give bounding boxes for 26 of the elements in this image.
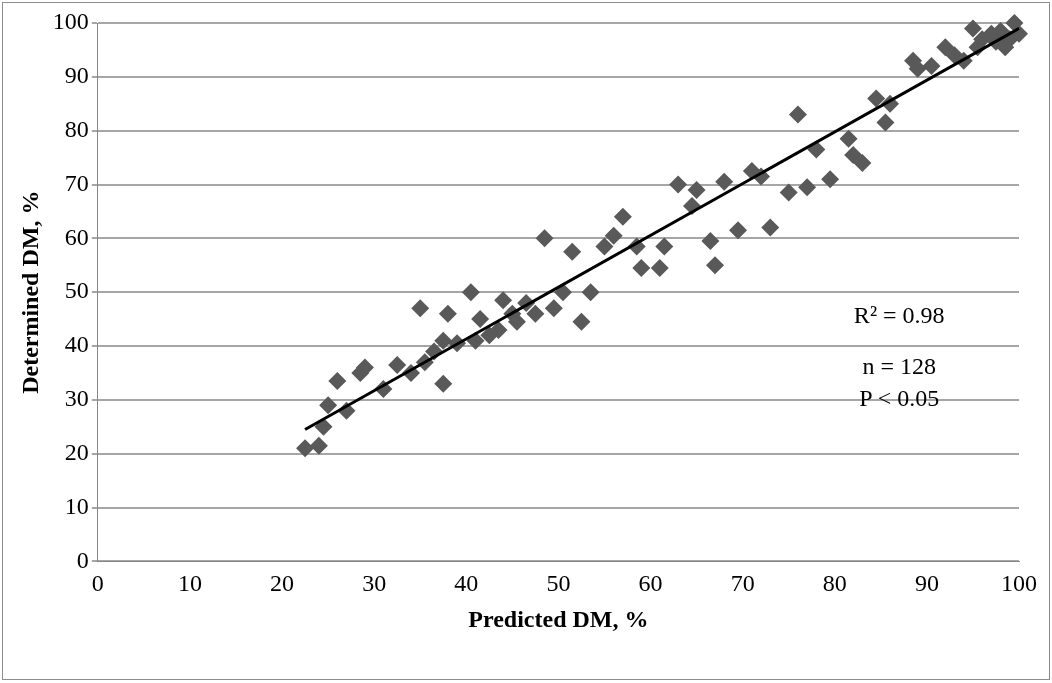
annotation: R² = 0.98 — [853, 301, 945, 328]
y-tick-label: 90 — [64, 62, 89, 89]
y-tick-label: 20 — [64, 439, 89, 466]
x-axis-title: Predicted DM, % — [468, 605, 649, 632]
x-tick-label: 60 — [638, 570, 663, 597]
x-tick-label: 30 — [362, 570, 387, 597]
y-tick-label: 10 — [64, 492, 89, 519]
y-tick-label: 50 — [64, 277, 89, 304]
x-tick-label: 100 — [1001, 570, 1037, 597]
x-tick-label: 40 — [454, 570, 479, 597]
x-tick-label: 50 — [546, 570, 571, 597]
x-tick-label: 20 — [270, 570, 295, 597]
y-tick-label: 80 — [64, 115, 89, 142]
y-tick-label: 30 — [64, 385, 89, 412]
annotation: n = 128 — [862, 352, 937, 379]
y-tick-label: 60 — [64, 223, 89, 250]
y-tick-label: 40 — [64, 331, 89, 358]
x-tick-label: 70 — [730, 570, 755, 597]
y-tick-label: 100 — [52, 8, 89, 35]
x-tick-label: 10 — [177, 570, 202, 597]
annotation: P < 0.05 — [859, 385, 940, 412]
x-tick-label: 90 — [914, 570, 939, 597]
y-tick-label: 0 — [76, 546, 89, 573]
y-tick-label: 70 — [64, 169, 89, 196]
x-tick-label: 80 — [822, 570, 847, 597]
y-axis-title: Determined DM, % — [16, 190, 43, 394]
